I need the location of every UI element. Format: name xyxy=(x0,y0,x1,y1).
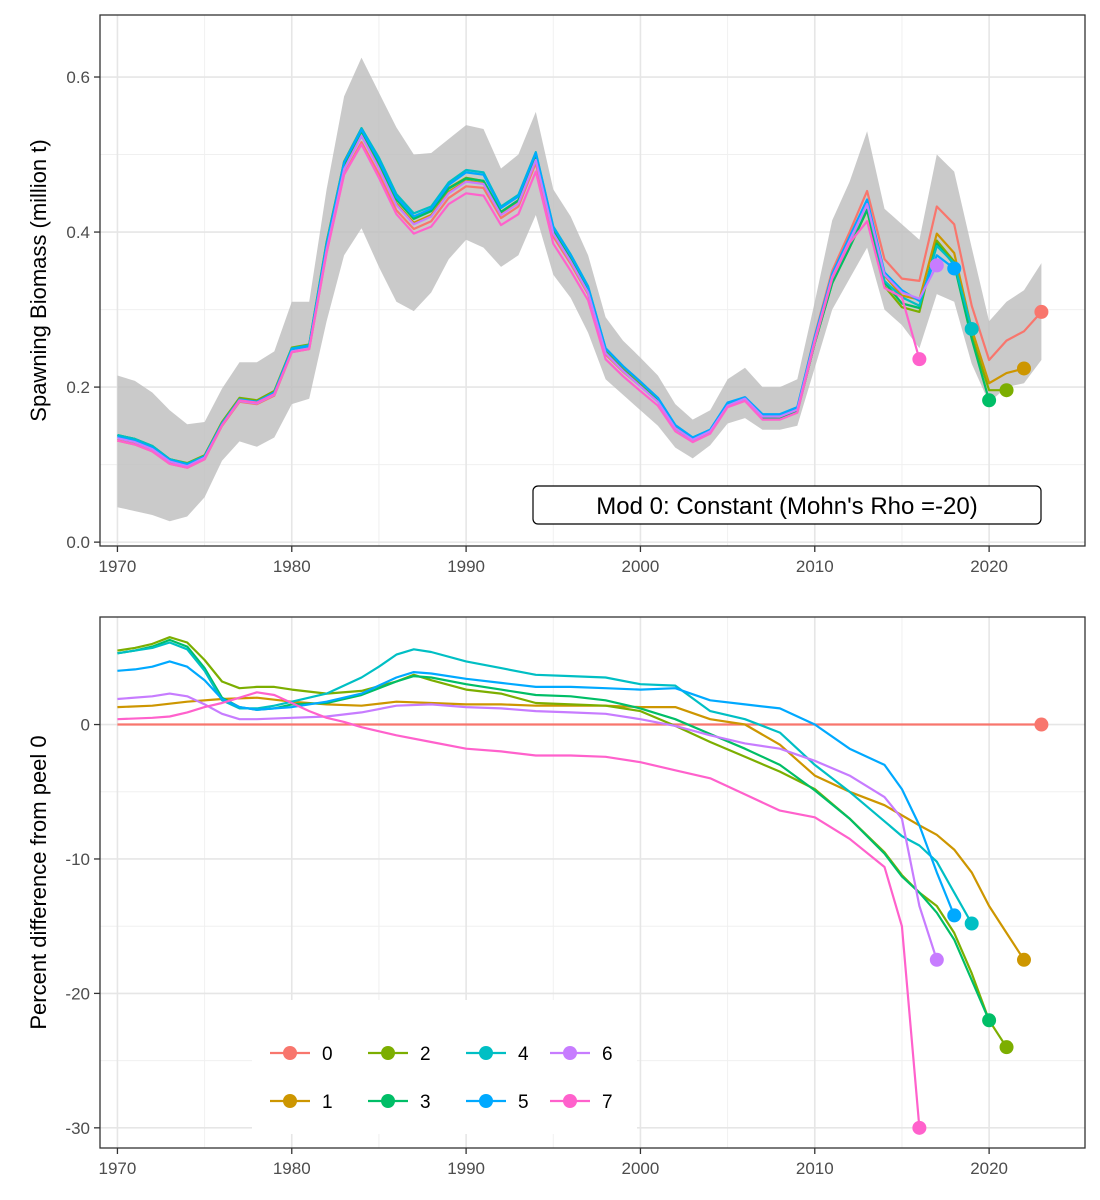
legend-label-4: 4 xyxy=(518,1044,529,1065)
biomass-series-endpoint-3 xyxy=(982,393,997,408)
legend-label-5: 5 xyxy=(518,1092,529,1113)
pctdiff-y-axis-title: Percent difference from peel 0 xyxy=(26,735,51,1029)
pctdiff-series-endpoint-6 xyxy=(929,952,944,967)
legend-key-point-0 xyxy=(283,1046,297,1060)
legend-key-2 xyxy=(368,1046,408,1060)
pctdiff-series-line-6 xyxy=(117,692,938,961)
pctdiff-x-tick-label: 1990 xyxy=(447,1159,485,1178)
legend-key-6 xyxy=(550,1046,590,1060)
legend-key-point-1 xyxy=(283,1094,297,1108)
pctdiff-series-line-4 xyxy=(117,641,973,925)
legend-key-point-4 xyxy=(479,1046,493,1060)
pctdiff-x-tick-label: 2010 xyxy=(796,1159,834,1178)
pctdiff-series-endpoint-2 xyxy=(999,1040,1014,1055)
legend-label-2: 2 xyxy=(420,1044,431,1065)
legend-key-4 xyxy=(466,1046,506,1060)
biomass-series-endpoint-4 xyxy=(964,321,979,336)
legend-label-1: 1 xyxy=(322,1092,333,1113)
biomass-series-endpoint-6 xyxy=(929,258,944,273)
biomass-x-tick-label: 2010 xyxy=(796,557,834,576)
biomass-series-endpoint-5 xyxy=(947,261,962,276)
biomass-series-endpoint-2 xyxy=(999,383,1014,398)
biomass-series-endpoint-0 xyxy=(1034,304,1049,319)
legend-key-7 xyxy=(550,1094,590,1108)
biomass-y-tick-label: 0.0 xyxy=(66,533,90,552)
biomass-x-tick-label: 2020 xyxy=(970,557,1008,576)
legend-label-7: 7 xyxy=(602,1092,613,1113)
spawning-biomass-panel: 1970 1980 1990 2000 2010 2020 0.0 0.2 0.4 0.6 Spaw… xyxy=(26,14,1086,576)
percent-difference-panel: 1970 1980 1990 2000 2010 2020 -30 -20 -10 0 Percen… xyxy=(26,616,1086,1178)
biomass-y-tick-label: 0.6 xyxy=(66,68,90,87)
biomass-series-endpoint-7 xyxy=(912,352,927,367)
pctdiff-series-endpoint-5 xyxy=(947,908,962,923)
pctdiff-x-tick-label: 1970 xyxy=(99,1159,137,1178)
annotation-box xyxy=(532,485,1042,525)
legend-key-3 xyxy=(368,1094,408,1108)
pctdiff-y-tick-label: -10 xyxy=(65,850,90,869)
pctdiff-y-tick-label: -30 xyxy=(65,1119,90,1138)
pctdiff-series-endpoint-4 xyxy=(964,916,979,931)
legend-key-point-7 xyxy=(563,1094,577,1108)
pctdiff-y-tick-label: 0 xyxy=(81,716,90,735)
biomass-y-tick-label: 0.2 xyxy=(66,378,90,397)
pctdiff-series-endpoint-3 xyxy=(982,1013,997,1028)
pctdiff-panel-border xyxy=(99,616,1086,1149)
legend-label-6: 6 xyxy=(602,1044,613,1065)
confidence-ribbon xyxy=(117,57,1042,522)
pctdiff-x-tick-label: 2020 xyxy=(970,1159,1008,1178)
legend-key-point-2 xyxy=(381,1046,395,1060)
pctdiff-series-line-7 xyxy=(117,691,921,1128)
biomass-x-tick-label: 1990 xyxy=(447,557,485,576)
pctdiff-series-endpoint-0 xyxy=(1034,717,1049,732)
pctdiff-series-endpoint-7 xyxy=(912,1120,927,1135)
biomass-x-tick-label: 1980 xyxy=(273,557,311,576)
legend-background xyxy=(252,1000,637,1134)
pctdiff-x-tick-label: 1980 xyxy=(273,1159,311,1178)
pctdiff-series-line-5 xyxy=(117,660,956,916)
legend-key-point-3 xyxy=(381,1094,395,1108)
pctdiff-x-tick-label: 2000 xyxy=(622,1159,660,1178)
biomass-x-tick-label: 1970 xyxy=(99,557,137,576)
legend-key-point-5 xyxy=(479,1094,493,1108)
biomass-y-tick-label: 0.4 xyxy=(66,223,90,242)
legend: 0 1 2 3 4 5 6 7 xyxy=(252,1000,637,1134)
pctdiff-series-line-3 xyxy=(117,638,991,1021)
annotation-label: Mod 0: Constant (Mohn's Rho =-20) xyxy=(596,493,977,520)
legend-label-0: 0 xyxy=(322,1044,333,1065)
legend-key-0 xyxy=(270,1046,310,1060)
pctdiff-series-endpoint-1 xyxy=(1016,952,1031,967)
pctdiff-y-tick-label: -20 xyxy=(65,984,90,1003)
legend-key-point-6 xyxy=(563,1046,577,1060)
legend-key-1 xyxy=(270,1094,310,1108)
biomass-series-line-7 xyxy=(117,143,921,469)
legend-label-3: 3 xyxy=(420,1092,431,1113)
biomass-y-axis-title: Spawning Biomass (million t) xyxy=(26,139,51,421)
biomass-series-endpoint-1 xyxy=(1016,361,1031,376)
biomass-panel-border xyxy=(99,14,1086,547)
legend-key-5 xyxy=(466,1094,506,1108)
biomass-x-tick-label: 2000 xyxy=(622,557,660,576)
